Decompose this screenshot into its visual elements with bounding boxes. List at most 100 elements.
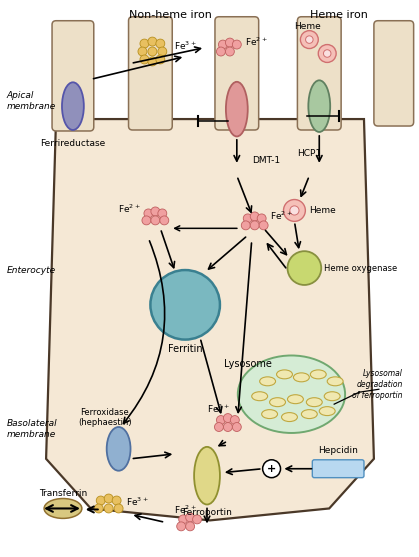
Ellipse shape [226,82,248,136]
Circle shape [151,207,160,216]
Circle shape [156,55,165,64]
Circle shape [114,504,123,513]
Text: Lysosomal
degradation
of ferroportin: Lysosomal degradation of ferroportin [352,369,403,400]
Circle shape [287,251,321,285]
Circle shape [323,50,331,57]
Ellipse shape [277,370,292,379]
Ellipse shape [260,377,276,386]
Text: DMT-1: DMT-1 [252,156,280,165]
Ellipse shape [306,398,322,407]
Circle shape [156,39,165,48]
Ellipse shape [269,398,285,407]
Text: Ferroxidase
(hephaestin): Ferroxidase (hephaestin) [78,408,132,427]
Text: Apical
membrane: Apical membrane [6,91,56,111]
Circle shape [250,212,259,221]
Circle shape [112,496,121,505]
Ellipse shape [293,373,309,382]
Circle shape [259,221,268,230]
Ellipse shape [238,355,345,433]
Circle shape [158,209,167,218]
Text: Heme iron: Heme iron [310,10,368,20]
Text: Fe$^{2+}$: Fe$^{2+}$ [174,504,197,516]
Circle shape [104,504,113,513]
Circle shape [300,31,318,48]
FancyBboxPatch shape [52,21,94,131]
Text: Heme: Heme [294,22,321,31]
Text: Fe$^{2+}$: Fe$^{2+}$ [118,202,140,214]
Ellipse shape [327,377,343,386]
Circle shape [233,423,241,432]
Circle shape [186,522,194,531]
Text: Ferrireductase: Ferrireductase [40,139,106,148]
Circle shape [140,39,149,48]
Text: HCP1: HCP1 [297,149,321,158]
Text: Heme oxygenase: Heme oxygenase [324,263,398,272]
Circle shape [318,45,336,62]
Text: Heme: Heme [309,206,336,215]
Circle shape [223,414,233,423]
Text: Non-heme iron: Non-heme iron [129,10,212,20]
Circle shape [96,496,105,505]
Circle shape [193,515,202,524]
Circle shape [225,47,234,56]
Text: Fe$^{2+}$: Fe$^{2+}$ [269,209,292,222]
Circle shape [148,47,157,56]
Ellipse shape [310,370,326,379]
Circle shape [223,423,233,432]
Ellipse shape [194,447,220,505]
Circle shape [290,206,299,215]
Circle shape [217,47,225,56]
Circle shape [250,221,259,230]
Circle shape [284,199,305,221]
Ellipse shape [282,413,297,422]
Ellipse shape [287,395,303,404]
Circle shape [241,221,250,230]
Text: Fe$^{2+}$: Fe$^{2+}$ [207,403,229,415]
FancyBboxPatch shape [297,17,341,130]
Circle shape [142,216,151,225]
Circle shape [305,36,313,43]
Circle shape [225,38,234,47]
Text: Fe$^{2+}$: Fe$^{2+}$ [245,36,267,48]
FancyBboxPatch shape [129,17,172,130]
Text: Transferrin: Transferrin [39,488,87,497]
Circle shape [217,416,225,424]
Circle shape [148,57,157,66]
Polygon shape [46,119,374,520]
Circle shape [186,513,194,522]
Circle shape [138,47,147,56]
Text: +: + [267,464,276,474]
Circle shape [230,416,239,424]
Circle shape [160,216,169,225]
FancyBboxPatch shape [374,21,414,126]
Text: Fe$^{3+}$: Fe$^{3+}$ [174,40,197,52]
Ellipse shape [252,392,268,400]
Text: Enterocyte: Enterocyte [6,266,55,275]
FancyBboxPatch shape [215,17,259,130]
Circle shape [151,216,160,225]
Circle shape [215,423,223,432]
Circle shape [218,40,228,49]
Circle shape [243,214,252,223]
Ellipse shape [301,409,317,418]
Ellipse shape [308,80,330,132]
Circle shape [177,522,186,531]
Ellipse shape [62,82,84,130]
Text: Hepcidin: Hepcidin [318,446,358,455]
Circle shape [140,55,149,64]
Circle shape [233,40,241,49]
Circle shape [263,460,281,478]
Circle shape [144,209,153,218]
Text: Fe$^{3+}$: Fe$^{3+}$ [126,495,148,508]
Ellipse shape [324,392,340,400]
Text: Lysosome: Lysosome [224,359,272,369]
Ellipse shape [44,499,82,519]
Text: Ferritin: Ferritin [168,344,202,354]
Circle shape [150,270,220,340]
FancyBboxPatch shape [312,460,364,478]
Circle shape [158,47,167,56]
Circle shape [179,515,188,524]
Circle shape [104,494,113,503]
Text: Ferroportin: Ferroportin [182,509,232,517]
Ellipse shape [261,409,277,418]
